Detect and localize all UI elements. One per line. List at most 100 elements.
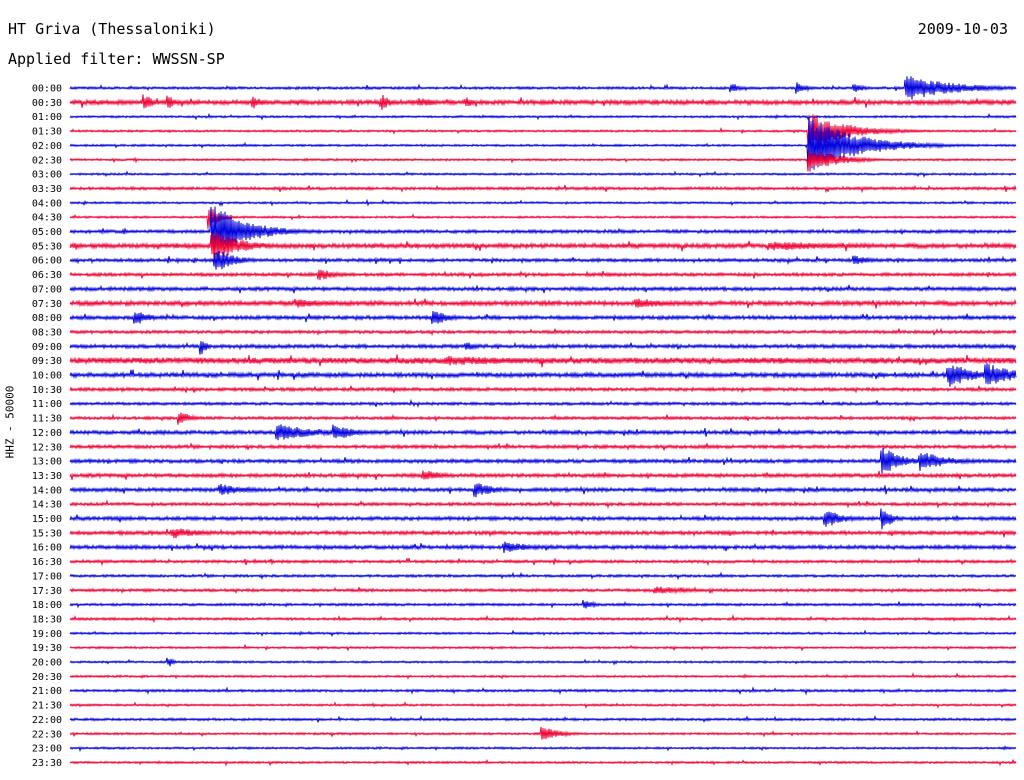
time-label: 23:30	[32, 758, 62, 769]
time-label: 20:00	[32, 658, 62, 669]
trace-row	[69, 269, 1017, 281]
trace-row	[69, 327, 1017, 337]
time-label: 17:00	[32, 571, 62, 582]
time-label: 19:30	[32, 643, 62, 654]
time-label: 02:30	[32, 155, 62, 166]
time-label: 05:00	[32, 227, 62, 238]
time-label: 14:30	[32, 500, 62, 511]
trace-row	[69, 714, 1017, 724]
time-label: 15:30	[32, 528, 62, 539]
time-label: 09:30	[32, 356, 62, 367]
trace-row	[69, 643, 1017, 652]
trace-row	[69, 112, 1017, 121]
time-label: 20:30	[32, 672, 62, 683]
time-label: 00:00	[32, 84, 62, 95]
trace-row	[69, 424, 1017, 441]
time-label: 16:30	[32, 557, 62, 568]
trace-row	[69, 354, 1017, 368]
time-label: 13:30	[32, 471, 62, 482]
time-label: 18:00	[32, 600, 62, 611]
trace-row	[69, 284, 1017, 294]
trace-row	[69, 198, 1017, 207]
filter-label: Applied filter: WWSSN-SP	[8, 50, 225, 68]
trace-row	[69, 657, 1017, 667]
trace-row	[69, 170, 1017, 178]
time-label: 18:30	[32, 614, 62, 625]
time-label: 01:00	[32, 112, 62, 123]
trace-row	[69, 298, 1017, 309]
trace-row	[69, 614, 1017, 624]
time-label: 22:30	[32, 729, 62, 740]
trace-row	[69, 508, 1017, 530]
trace-row	[69, 398, 1017, 408]
trace-row	[69, 586, 1017, 595]
time-label: 05:30	[32, 241, 62, 252]
time-label: 23:00	[32, 744, 62, 755]
time-label: 13:00	[32, 457, 62, 468]
station-title: HT Griva (Thessaloniki)	[8, 20, 216, 38]
time-labels: 00:00 00:30 01:00 01:30 02:00 02:30 03:00 03:30…	[32, 84, 62, 769]
time-label: 00:30	[32, 98, 62, 109]
time-label: 12:30	[32, 442, 62, 453]
trace-row	[69, 528, 1017, 539]
time-label: 04:00	[32, 198, 62, 209]
trace-row	[69, 758, 1017, 767]
time-label: 07:00	[32, 284, 62, 295]
trace-row	[69, 117, 1017, 170]
trace-row	[69, 483, 1017, 498]
time-label: 04:30	[32, 213, 62, 224]
trace-row	[69, 412, 1017, 425]
time-label: 22:00	[32, 715, 62, 726]
trace-row	[69, 448, 1017, 474]
time-label: 07:30	[32, 299, 62, 310]
time-label: 06:30	[32, 270, 62, 281]
time-label: 03:00	[32, 170, 62, 181]
time-label: 08:00	[32, 313, 62, 324]
time-label: 11:00	[32, 399, 62, 410]
trace-row	[69, 726, 1017, 740]
trace-row	[69, 76, 1017, 100]
time-label: 02:00	[32, 141, 62, 152]
trace-row	[69, 744, 1017, 753]
trace-row	[69, 541, 1017, 554]
time-label: 17:30	[32, 586, 62, 597]
date-label: 2009-10-03	[917, 20, 1008, 38]
time-label: 08:30	[32, 327, 62, 338]
trace-row	[69, 442, 1017, 451]
trace-row	[69, 599, 1017, 609]
trace-row	[69, 251, 1017, 270]
time-label: 09:00	[32, 342, 62, 353]
trace-row	[69, 206, 1017, 254]
trace-row	[69, 94, 1017, 111]
trace-row	[69, 672, 1017, 680]
time-label: 21:30	[32, 701, 62, 712]
trace-row	[69, 499, 1017, 510]
time-label: 15:00	[32, 514, 62, 525]
time-label: 10:00	[32, 371, 62, 382]
trace-row	[69, 363, 1017, 387]
time-label: 21:00	[32, 686, 62, 697]
trace-row	[69, 341, 1017, 355]
trace-row	[69, 311, 1017, 324]
time-label: 11:30	[32, 414, 62, 425]
time-label: 03:30	[32, 184, 62, 195]
seismic-traces	[69, 76, 1017, 767]
time-label: 06:00	[32, 256, 62, 267]
trace-row	[69, 571, 1017, 581]
trace-row	[69, 207, 1017, 229]
time-label: 16:00	[32, 543, 62, 554]
trace-row	[69, 114, 1017, 147]
time-label: 01:30	[32, 127, 62, 138]
trace-row	[69, 150, 1017, 172]
trace-row	[69, 557, 1017, 567]
trace-row	[69, 701, 1017, 709]
trace-row	[69, 686, 1017, 696]
time-label: 19:00	[32, 629, 62, 640]
time-label: 10:30	[32, 385, 62, 396]
trace-row	[69, 184, 1017, 194]
time-label: 14:00	[32, 485, 62, 496]
trace-row	[69, 629, 1017, 638]
time-label: 12:00	[32, 428, 62, 439]
trace-row	[69, 470, 1017, 481]
